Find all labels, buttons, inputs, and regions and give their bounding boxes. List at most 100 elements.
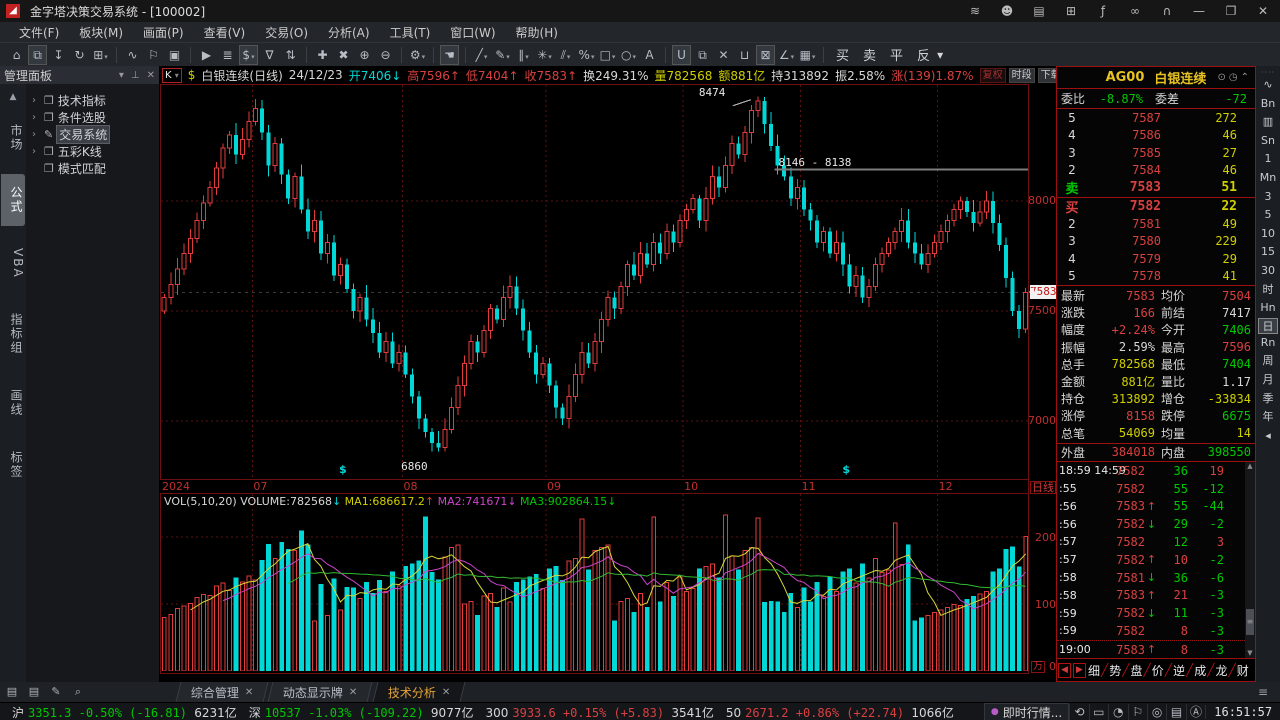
ask-row[interactable]: 卖 7583 51 <box>1057 179 1255 197</box>
period-item[interactable]: ◂ <box>1265 428 1271 442</box>
database-icon[interactable]: ▭ <box>1088 704 1108 720</box>
trash-icon[interactable]: ⊔ <box>739 47 750 62</box>
quote-tab[interactable]: 龙 <box>1215 663 1228 678</box>
feed-status[interactable]: ● 即时行情... <box>983 703 1070 720</box>
play-icon[interactable]: ▶ <box>201 47 212 62</box>
rect-tool-icon[interactable]: □▾ <box>599 47 616 62</box>
period-item[interactable]: 年 <box>1262 410 1274 424</box>
trade-button[interactable]: 反 <box>917 49 931 64</box>
trade-more-icon[interactable]: ▾ <box>937 47 944 62</box>
news-icon[interactable]: ▤ <box>1033 4 1045 18</box>
quote-tab[interactable]: 成 <box>1194 663 1207 678</box>
tab-close-icon[interactable]: ✕ <box>245 686 254 698</box>
volume-chart[interactable]: VOL(5,10,20) VOLUME:782568↓ MA1:686617.2… <box>160 494 1030 674</box>
user-icon[interactable]: ☻ <box>1000 4 1014 18</box>
quote-tab[interactable]: 细 <box>1088 663 1101 678</box>
indicator-icon[interactable]: ∿ <box>127 47 138 62</box>
text-tool-icon[interactable]: A <box>645 47 654 62</box>
quote-tab[interactable]: 盘 <box>1130 663 1143 678</box>
formula-icon[interactable]: ƒ <box>1100 4 1106 18</box>
expand-icon[interactable]: › <box>32 146 36 157</box>
pencil-icon[interactable]: ✎▾ <box>495 47 510 62</box>
menu-item[interactable]: 工具(T) <box>389 25 431 40</box>
menu-item[interactable]: 交易(O) <box>265 25 308 40</box>
trade-button[interactable]: 买 <box>836 49 850 64</box>
search-icon[interactable]: ⌕ <box>74 685 82 698</box>
circle-tool-icon[interactable]: ○▾ <box>621 47 636 62</box>
bid-row[interactable]: 5 7578 41 <box>1057 268 1255 286</box>
parallel-lines-icon[interactable]: ⫽▾ <box>560 47 571 62</box>
money-icon[interactable]: $▾ <box>239 44 258 65</box>
radar-icon[interactable]: ⊙ <box>1217 72 1229 83</box>
period-item[interactable]: 月 <box>1262 372 1274 386</box>
period-item[interactable]: 日 <box>1258 317 1278 334</box>
trade-button[interactable]: 卖 <box>863 49 877 64</box>
ask-row[interactable]: 4 7586 46 <box>1057 127 1255 145</box>
settings-icon[interactable]: ⚙▾ <box>409 47 426 62</box>
sidebar-tab[interactable]: 画线 <box>9 388 23 417</box>
tree-item[interactable]: › ❒ 五彩K线 <box>26 143 159 160</box>
image-icon[interactable]: ▣ <box>168 47 181 62</box>
menu-item[interactable]: 帮助(H) <box>515 25 558 40</box>
quote-tab[interactable]: 逆 <box>1173 663 1186 678</box>
menu-item[interactable]: 查看(V) <box>203 25 246 40</box>
close-icon[interactable]: ✕ <box>1257 4 1269 18</box>
clock-icon[interactable]: ◷ <box>1228 72 1241 83</box>
restore-icon[interactable]: ❐ <box>1225 4 1237 18</box>
bid-row[interactable]: 4 7579 29 <box>1057 250 1255 268</box>
link-icon[interactable]: ⧉ <box>28 44 47 65</box>
period-item[interactable]: 3 <box>1264 189 1272 203</box>
download-icon[interactable]: ↧ <box>53 47 64 62</box>
report-icon[interactable]: ≣ <box>222 47 233 62</box>
chart-header-button[interactable]: 时段 <box>1008 67 1035 83</box>
panel-collapse-icon[interactable]: ▾ <box>118 69 124 81</box>
workspace-tab[interactable]: 动态显示牌 ✕ <box>267 682 374 702</box>
trade-button[interactable]: 平 <box>890 49 904 64</box>
vertical-lines-icon[interactable]: ∥▾ <box>518 47 529 62</box>
share-icon[interactable]: ∞ <box>1130 4 1140 18</box>
percent-lines-icon[interactable]: %▾ <box>578 47 595 62</box>
period-item[interactable]: 15 <box>1261 245 1275 259</box>
panel-pin-icon[interactable]: ⊥ <box>130 69 140 81</box>
period-item[interactable]: 30 <box>1261 263 1275 277</box>
sidebar-tab[interactable]: 公式 <box>1 174 25 226</box>
menu-item[interactable]: 画面(P) <box>143 25 184 40</box>
quote-tab[interactable]: 价 <box>1151 663 1164 678</box>
menu-item[interactable]: 分析(A) <box>328 25 370 40</box>
move-icon[interactable]: ✚ <box>317 47 328 62</box>
bid-row[interactable]: 买 7582 22 <box>1057 198 1255 216</box>
pointer-icon[interactable]: ☚ <box>440 44 459 65</box>
list-icon[interactable]: ▤ <box>1166 704 1185 720</box>
tree-item[interactable]: › ❒ 条件选股 <box>26 109 159 126</box>
sidebar-tab[interactable]: 指标组 <box>9 312 23 355</box>
alert-icon[interactable]: ⚐ <box>148 47 159 62</box>
panel-close-icon[interactable]: ✕ <box>146 69 155 81</box>
filter-icon[interactable]: ∇ <box>265 47 274 62</box>
layout-icon[interactable]: ⊞▾ <box>93 47 108 62</box>
scroll-thumb[interactable]: ≡ <box>1246 608 1254 635</box>
assistant-icon[interactable]: Ⓐ <box>1185 704 1205 720</box>
zoom-out-icon[interactable]: ⊖ <box>380 47 391 62</box>
period-item[interactable]: 5 <box>1264 208 1272 222</box>
expand-icon[interactable]: › <box>32 95 36 106</box>
chart-header-button[interactable]: 复权 <box>979 67 1006 83</box>
collapse-icon[interactable]: ⌃ <box>1240 72 1252 83</box>
kline-chart[interactable]: 8474 8146 - 8138 6860 $ $ <box>160 84 1030 480</box>
menu-item[interactable]: 文件(F) <box>19 25 60 40</box>
period-item[interactable]: Mn <box>1259 170 1277 184</box>
ask-row[interactable]: 3 7585 27 <box>1057 144 1255 162</box>
tick-scrollbar[interactable]: ▲ ≡ ▼ <box>1245 461 1255 658</box>
sort-icon[interactable]: ⇅ <box>285 47 296 62</box>
tab-close-icon[interactable]: ✕ <box>349 686 358 698</box>
quote-tab[interactable]: 势 <box>1109 663 1122 678</box>
scroll-down-icon[interactable]: ▼ <box>1247 648 1253 657</box>
cart-icon[interactable]: ⊞ <box>1065 4 1077 18</box>
chart-mode-badge[interactable]: K ▾ <box>162 67 182 83</box>
alert2-icon[interactable]: ⚐ <box>1127 704 1147 720</box>
tab-close-icon[interactable]: ✕ <box>441 686 451 698</box>
tabs-left-icon[interactable]: ◀ <box>1058 662 1071 678</box>
trend-line-icon[interactable]: ╱▾ <box>475 47 488 62</box>
workspace-tab[interactable]: 综合管理 ✕ <box>175 682 269 702</box>
sidebar-tab[interactable]: 市场 <box>9 124 23 152</box>
delete-icon[interactable]: ✕ <box>718 47 729 62</box>
